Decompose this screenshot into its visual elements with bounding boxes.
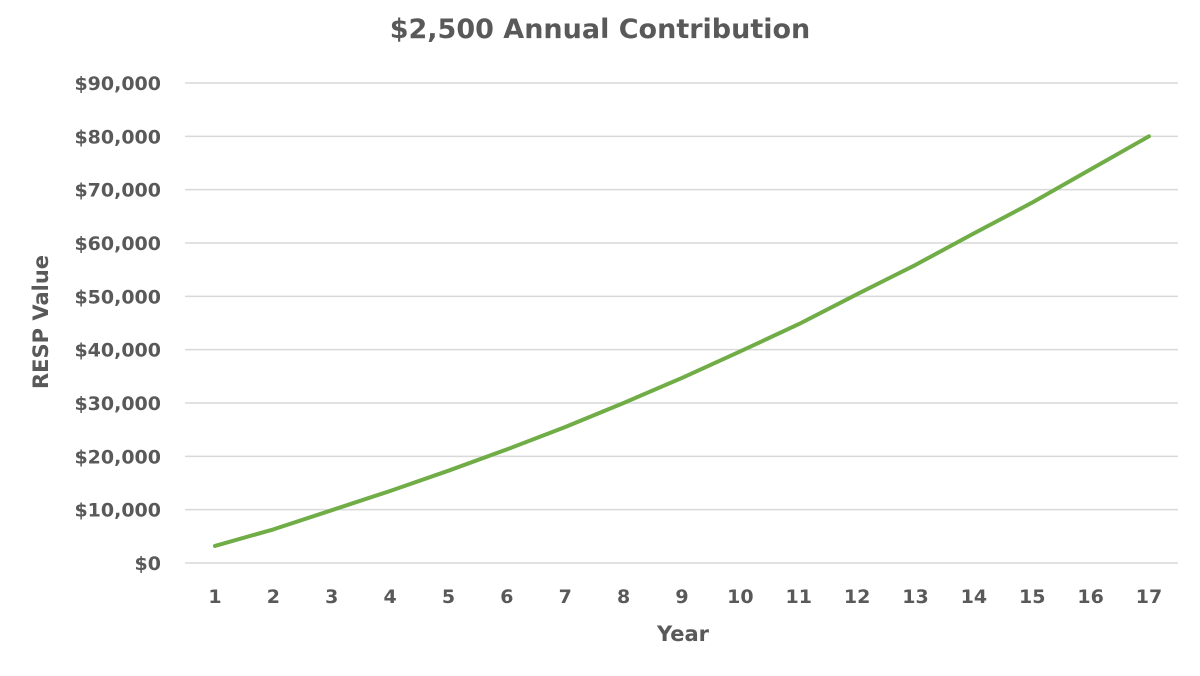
x-tick-label: 12 bbox=[844, 586, 870, 608]
gridlines bbox=[185, 82, 1178, 564]
x-tick-label: 1 bbox=[208, 586, 221, 608]
y-tick-label: $20,000 bbox=[74, 446, 161, 468]
y-tick-label: $0 bbox=[135, 553, 161, 575]
x-tick-label: 11 bbox=[786, 586, 812, 608]
x-tick-label: 8 bbox=[617, 586, 630, 608]
y-tick-label: $30,000 bbox=[74, 393, 161, 415]
y-axis-title: RESP Value bbox=[29, 255, 53, 389]
y-tick-label: $70,000 bbox=[74, 180, 161, 202]
x-axis-ticks: 1 2 3 4 5 6 7 8 9 10 11 12 13 14 15 16 17 bbox=[208, 586, 1162, 608]
x-tick-label: 15 bbox=[1019, 586, 1045, 608]
chart-title: $2,500 Annual Contribution bbox=[389, 14, 811, 45]
y-axis-ticks: $0 $10,000 $20,000 $30,000 $40,000 $50,000 $60… bbox=[74, 73, 161, 575]
y-tick-label: $80,000 bbox=[74, 126, 161, 148]
y-tick-label: $40,000 bbox=[74, 340, 161, 362]
x-tick-label: 10 bbox=[727, 586, 753, 608]
y-tick-label: $60,000 bbox=[74, 233, 161, 255]
y-tick-label: $10,000 bbox=[74, 500, 161, 522]
series-layer bbox=[213, 134, 1151, 548]
x-tick-label: 14 bbox=[961, 586, 987, 608]
x-tick-label: 13 bbox=[902, 586, 928, 608]
x-tick-label: 7 bbox=[559, 586, 572, 608]
x-tick-label: 5 bbox=[442, 586, 455, 608]
x-tick-label: 6 bbox=[500, 586, 513, 608]
series-line bbox=[213, 134, 1151, 548]
y-tick-label: $50,000 bbox=[74, 286, 161, 308]
x-axis-title: Year bbox=[656, 622, 710, 646]
x-tick-label: 2 bbox=[267, 586, 280, 608]
y-tick-label: $90,000 bbox=[74, 73, 161, 95]
x-tick-label: 16 bbox=[1077, 586, 1103, 608]
x-tick-label: 9 bbox=[675, 586, 688, 608]
x-tick-label: 3 bbox=[325, 586, 338, 608]
x-tick-label: 17 bbox=[1136, 586, 1162, 608]
x-tick-label: 4 bbox=[384, 586, 397, 608]
